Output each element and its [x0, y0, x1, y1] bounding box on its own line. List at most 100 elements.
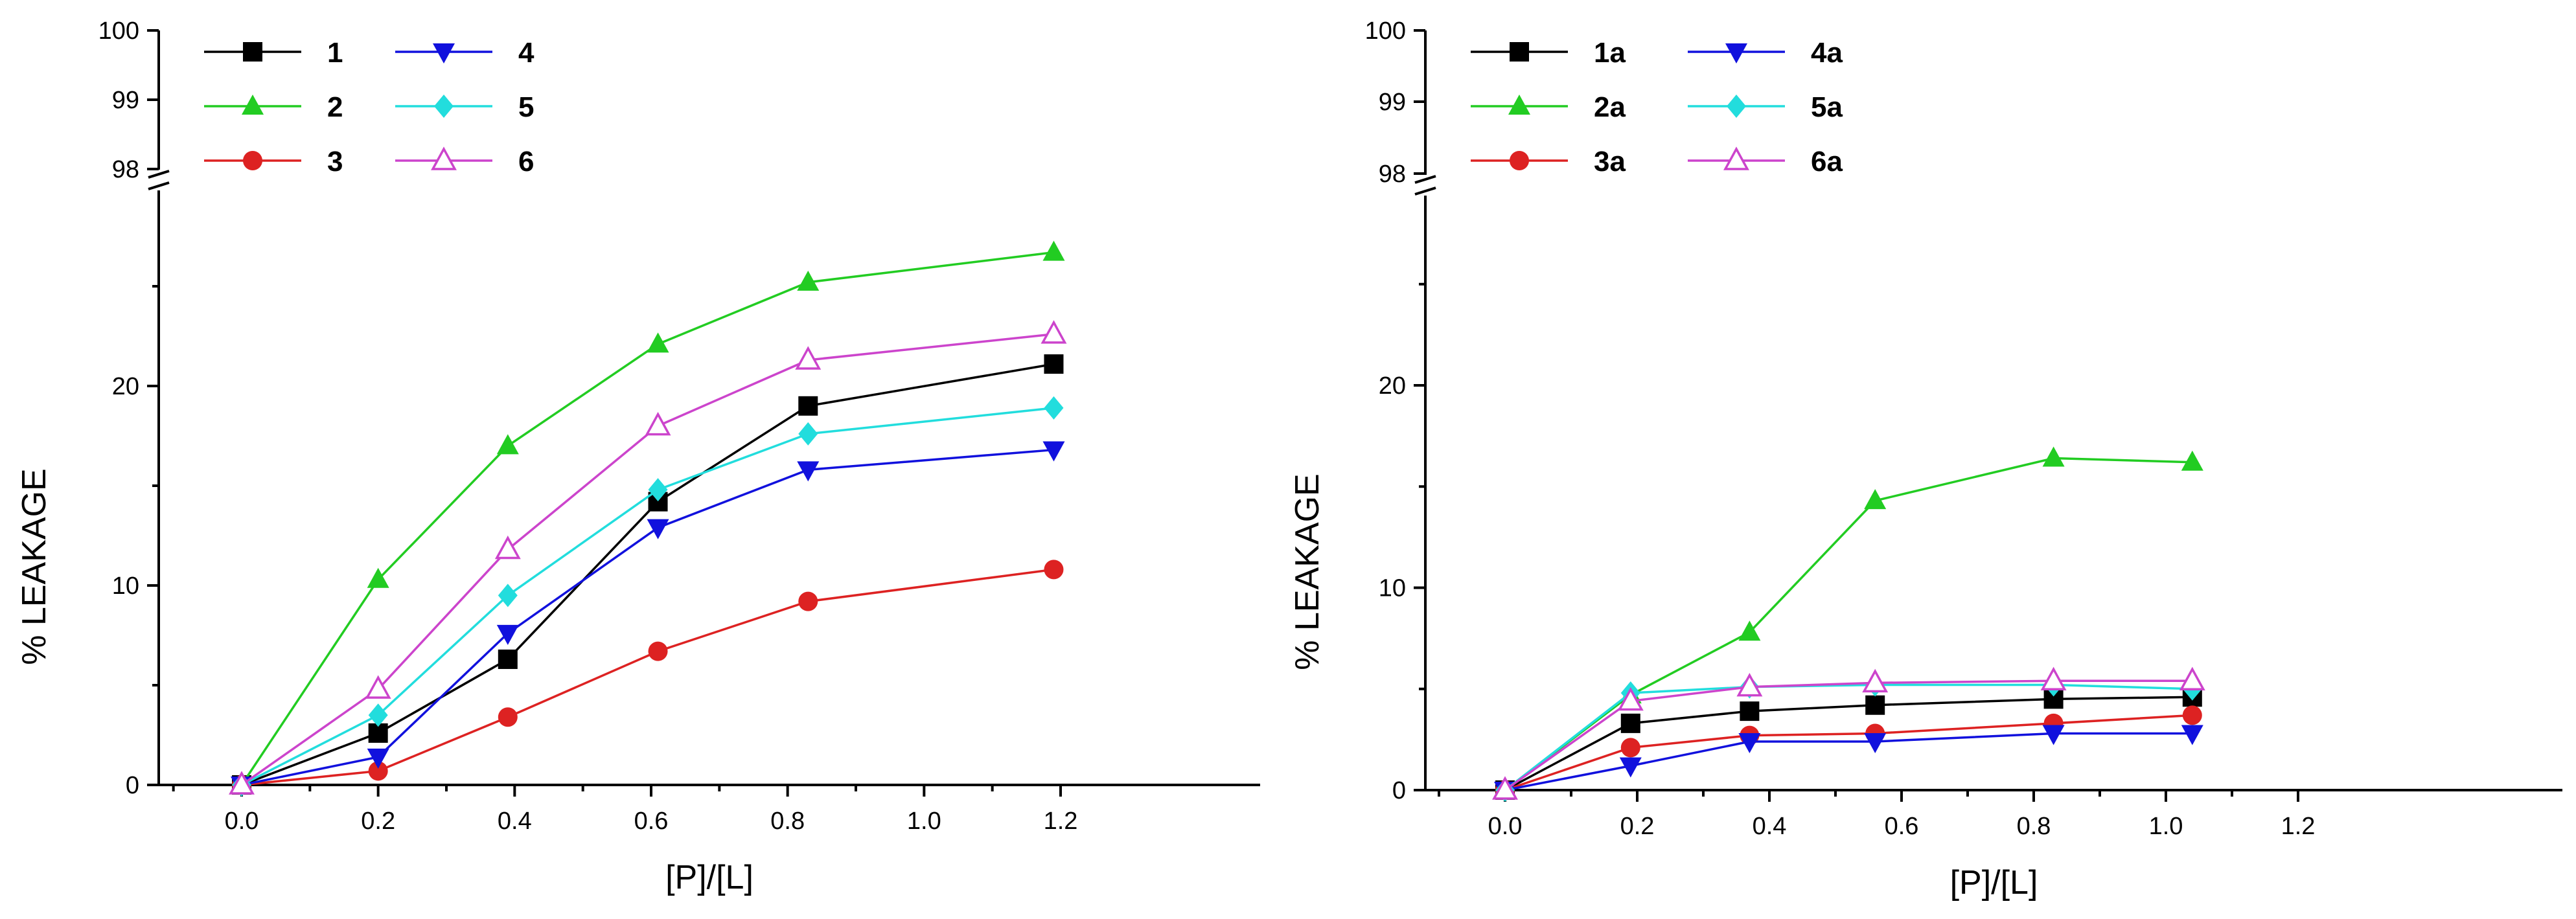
- data-point: [367, 748, 389, 769]
- series-5a: [1495, 673, 2202, 802]
- legend-label: 6a: [1811, 146, 1843, 177]
- data-point: [648, 478, 668, 502]
- legend: 1a 2a 3a 4a 5a 6a: [1471, 37, 1843, 177]
- x-tick-label: 0.4: [498, 808, 532, 835]
- legend-item: 6: [395, 146, 534, 177]
- data-point: [1044, 560, 1064, 580]
- axis-break-mark: [1414, 175, 1436, 184]
- legend-marker: [243, 42, 262, 62]
- data-point: [1865, 695, 1885, 715]
- data-point: [494, 535, 521, 560]
- series-line: [241, 407, 1054, 786]
- data-point: [797, 461, 820, 482]
- series-line: [1504, 683, 2192, 791]
- legend-marker: [1727, 95, 1746, 118]
- x-tick-label: 1.0: [2149, 813, 2183, 840]
- x-tick-label: 0.6: [1885, 813, 1919, 840]
- legend-item: 3a: [1471, 146, 1626, 177]
- legend-label: 4a: [1811, 37, 1843, 69]
- data-point: [1044, 396, 1064, 420]
- series-6: [229, 320, 1067, 795]
- data-point: [2182, 705, 2202, 725]
- chart-panel-2: 0.0 0.2 0.4 0.6 0.8 1.0 1.2 [P]/[L] 0 10 20 98 99 100…: [1289, 17, 2562, 902]
- data-point: [795, 346, 822, 370]
- data-point: [647, 519, 669, 539]
- data-point: [1862, 668, 1889, 693]
- legend-marker: [1510, 42, 1529, 62]
- legend-label: 6: [518, 146, 534, 177]
- y-tick-label: 0: [1392, 777, 1406, 804]
- data-point: [367, 567, 389, 588]
- y-tick-label-upper: 99: [112, 87, 139, 114]
- x-tick-label: 1.0: [907, 808, 941, 835]
- x-tick-label: 0.0: [1488, 813, 1523, 840]
- data-point: [1619, 757, 1642, 778]
- series-line: [241, 448, 1054, 786]
- data-point: [1044, 354, 1064, 374]
- data-point: [2042, 446, 2065, 467]
- legend-item: 2a: [1471, 91, 1626, 123]
- data-point: [648, 641, 668, 661]
- axis-break-mark: [1414, 187, 1436, 196]
- legend-marker: [1725, 43, 1747, 63]
- legend-marker: [243, 151, 262, 170]
- data-point: [797, 270, 820, 291]
- series-line: [1504, 457, 2192, 791]
- data-point: [798, 422, 818, 446]
- y-tick-label-upper: 100: [1365, 17, 1406, 45]
- legend-marker: [242, 95, 264, 115]
- legend-label: 3a: [1594, 146, 1626, 177]
- data-point: [1738, 733, 1761, 753]
- data-point: [645, 411, 671, 436]
- x-tick-label: 0.0: [225, 808, 259, 835]
- series-2a: [1494, 446, 2203, 799]
- data-point: [2040, 666, 2067, 690]
- data-point: [798, 591, 818, 611]
- data-point: [1620, 738, 1640, 758]
- legend-item: 1: [204, 37, 343, 69]
- data-point: [1042, 441, 1065, 462]
- series-line: [1504, 679, 2192, 791]
- data-point: [2042, 725, 2065, 745]
- data-point: [1864, 733, 1887, 753]
- data-point: [1738, 620, 1761, 641]
- series-line: [241, 568, 1054, 786]
- legend-item: 4a: [1688, 37, 1843, 69]
- series-1a: [1495, 687, 2202, 800]
- series-2: [231, 240, 1065, 793]
- y-tick-label: 0: [126, 772, 139, 799]
- series-3: [232, 560, 1064, 795]
- legend-label: 5: [518, 91, 534, 123]
- legend-marker: [434, 95, 454, 118]
- series-line: [1504, 696, 2192, 791]
- y-tick-label-upper: 100: [98, 17, 139, 45]
- legend-item: 4: [395, 37, 535, 69]
- data-point: [229, 771, 255, 795]
- data-point: [1492, 776, 1518, 800]
- legend-marker: [433, 43, 455, 63]
- series-4: [231, 441, 1065, 797]
- data-point: [498, 649, 518, 669]
- y-tick-label-upper: 99: [1379, 89, 1406, 116]
- data-point: [1617, 686, 1644, 711]
- y-tick-label: 10: [112, 573, 139, 600]
- x-tick-label: 0.8: [770, 808, 805, 835]
- x-axis-label: [P]/[L]: [1950, 864, 2038, 902]
- legend-label: 5a: [1811, 91, 1843, 123]
- data-point: [2181, 450, 2203, 471]
- series-line: [1504, 732, 2192, 791]
- chart-panel-1: 0.0 0.2 0.4 0.6 0.8 1.0 1.2 [P]/[L] 0 10 20 98 99 100…: [16, 17, 1260, 896]
- data-point: [368, 761, 388, 781]
- series-6a: [1492, 666, 2205, 800]
- data-point: [1041, 320, 1067, 344]
- x-axis-label: [P]/[L]: [665, 859, 753, 896]
- data-point: [496, 434, 519, 455]
- legend-item: 3: [204, 146, 343, 177]
- legend-item: 5a: [1688, 91, 1843, 123]
- legend-label: 2: [327, 91, 343, 123]
- x-tick-label: 1.2: [1044, 808, 1078, 835]
- legend-item: 5: [395, 91, 534, 123]
- legend-label: 1: [327, 37, 343, 69]
- axis-break-mark: [148, 170, 170, 179]
